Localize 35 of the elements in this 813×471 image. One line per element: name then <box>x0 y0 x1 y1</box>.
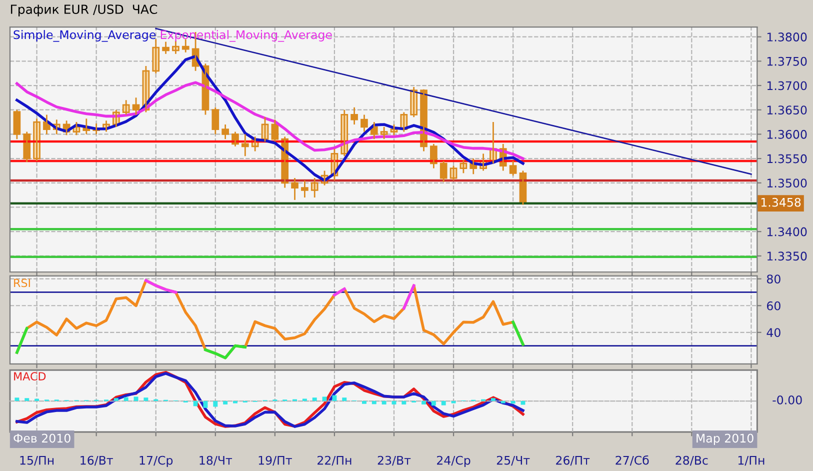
text: Мар 2010 <box>696 434 754 445</box>
chart-title: MACD <box>14 372 46 380</box>
y-tick-label: 1.3500 <box>767 178 807 188</box>
chart-title: График EUR /USD ЧАС <box>10 4 158 16</box>
y-tick-label: 1.3700 <box>767 81 807 90</box>
y-tick-label: 1.3800 <box>767 32 807 42</box>
x-tick-label: 1/Пн <box>738 456 764 466</box>
text: -0.00 <box>772 396 802 404</box>
candlestick <box>301 180 308 198</box>
y-tick-label: 60 <box>767 301 780 310</box>
y-tick-label: 80 <box>766 274 780 284</box>
y-tick-label: 1.3350 <box>767 252 807 261</box>
ref-line-label: 1.3458 <box>761 198 801 207</box>
x-tick-label: 28/Вс <box>676 456 708 466</box>
text: Simple_Moving_Average <box>14 30 156 42</box>
x-tick-label: 19/Пт <box>258 456 292 466</box>
x-tick-label: 26/Пт <box>556 456 590 466</box>
y-tick-label: 1.3650 <box>767 106 807 115</box>
x-tick-label: 25/Чт <box>496 456 530 466</box>
y-tick-label: 1.3550 <box>767 154 807 164</box>
x-tick-label: 24/Ср <box>437 456 470 468</box>
y-tick-label: 40 <box>766 328 780 338</box>
x-tick-label: 18/Чт <box>200 456 232 466</box>
x-tick-label: 22/Пн <box>318 456 352 466</box>
x-tick-label: 17/Ср <box>140 456 173 468</box>
chart-title: RSI <box>14 278 30 288</box>
text: Фев 2010 <box>14 434 70 443</box>
x-tick-label: 16/Вт <box>80 456 113 466</box>
x-tick-label: 23/Вт <box>378 456 411 466</box>
y-tick-label: 1.3600 <box>767 130 807 139</box>
x-tick-label: 15/Пн <box>20 456 54 466</box>
y-tick-label: 1.3750 <box>767 56 807 66</box>
candlestick <box>241 134 249 157</box>
x-tick-label: 27/Сб <box>616 455 649 466</box>
y-tick-label: 1.3400 <box>767 227 807 236</box>
